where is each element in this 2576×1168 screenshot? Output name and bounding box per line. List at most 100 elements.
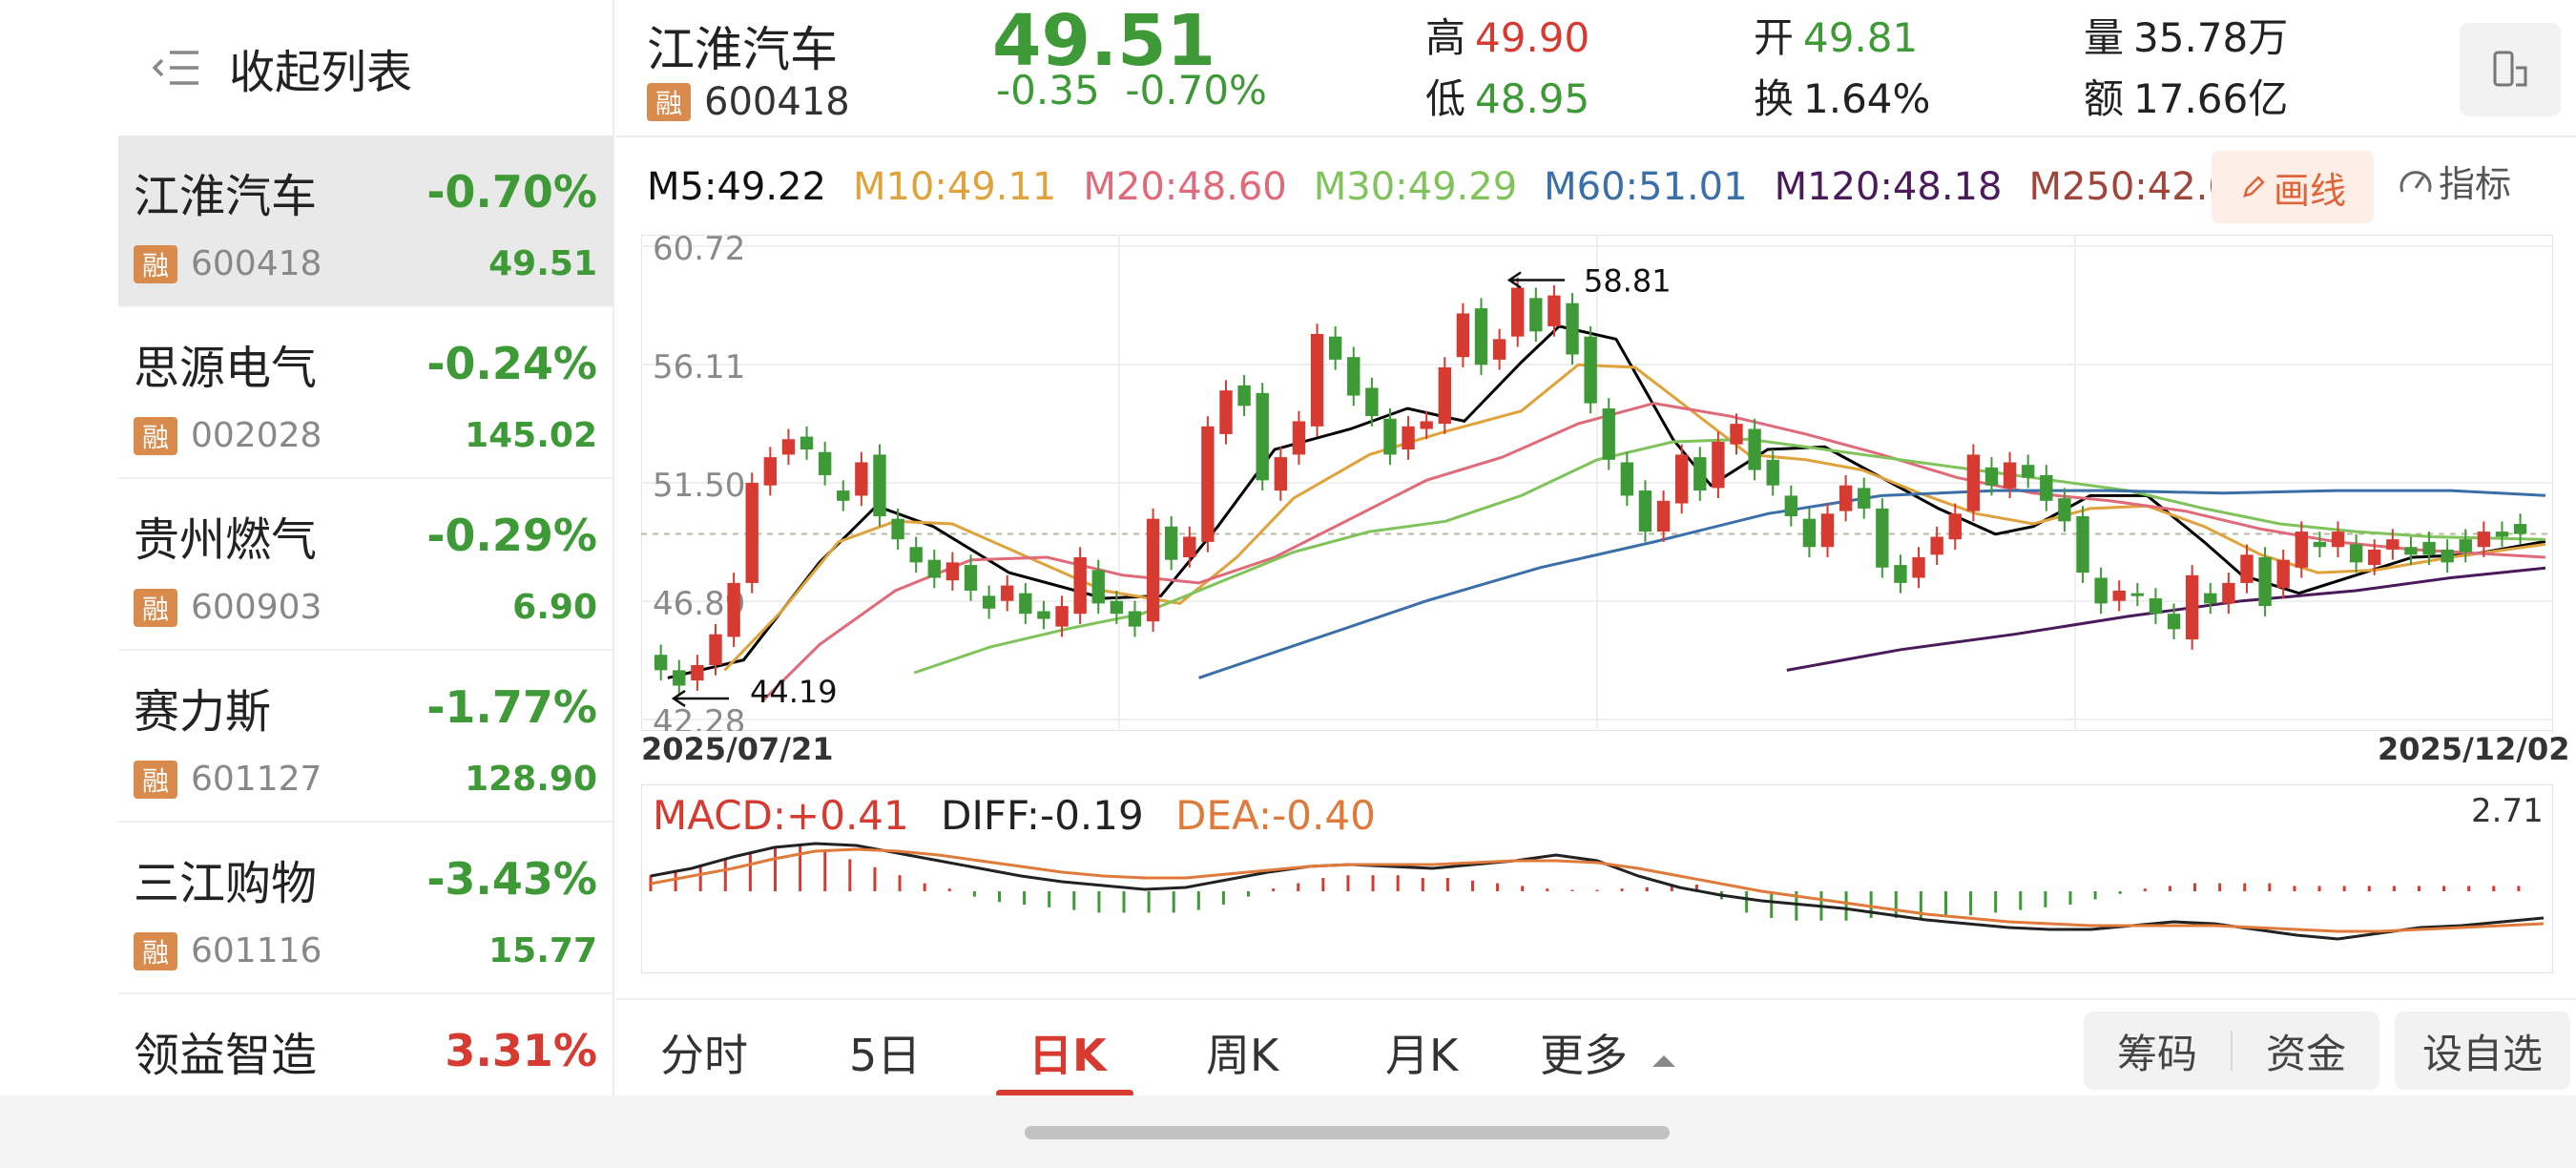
min-price-label: 44.19 [750,674,838,710]
ma20-line [761,402,2546,702]
stock-price: 49.51 [488,244,597,283]
tab-more[interactable]: 更多 [1540,1021,1678,1084]
y-tick-label: 60.72 [653,235,745,268]
sidebar-item-stock[interactable]: 领益智造 3.31% [118,994,613,1095]
ma-legend: M5:49.22 M10:49.11 M20:48.60 M30:49.29 M… [647,158,2283,216]
min-arrow [671,689,729,707]
fund-button[interactable]: 资金 [2265,1030,2346,1077]
ma120-label: M120:48.18 [1774,165,2003,209]
candle-body [2276,559,2290,589]
candle-body [1584,336,1597,404]
stock-name: 贵州燃气 [134,513,318,567]
sidebar-item-stock[interactable]: 思源电气 -0.24% 融 002028 145.02 [118,307,613,479]
ma20-label: M20:48.60 [1083,165,1287,209]
candle-body [1730,424,1743,445]
candle-body [1274,457,1288,491]
chip-fund-toggle: 筹码 资金 [2084,1012,2379,1090]
candle-body [2349,544,2363,563]
candle-body [1984,467,1999,486]
candle-body [673,670,686,686]
candle-body [945,562,960,581]
collapse-list-button[interactable]: 收起列表 [118,0,613,136]
stock-code-row: 融 600418 [647,80,850,124]
candle-body [1310,333,1324,427]
candle-body [1548,295,1561,326]
candle-body [1784,495,1797,516]
tab-5day[interactable]: 5日 [849,1030,922,1081]
candle-body [1966,454,1981,511]
stat-low: 低 48.95 [1425,67,1589,125]
pencil-icon [2243,176,2265,198]
layout-toggle-button[interactable] [2460,23,2561,116]
stat-high-label: 高 [1425,14,1466,61]
sidebar-item-stock[interactable]: 江淮汽车 -0.70% 融 600418 49.51 [118,136,613,307]
margin-badge: 融 [134,244,177,283]
candle-body [1128,611,1142,627]
candle-body [2331,532,2345,548]
candle-body [927,559,941,578]
home-indicator[interactable] [1025,1126,1670,1139]
candle-body [891,518,904,540]
sidebar-item-stock[interactable]: 三江购物 -3.43% 融 601116 15.77 [118,823,613,994]
period-tabs: 分时 5日 日K 周K 月K 更多 筹码 资金 设自选 [616,998,2576,1097]
tab-intraday[interactable]: 分时 [660,1030,748,1081]
stat-turnover-value: 1.64% [1803,75,1931,122]
sidebar-item-stock[interactable]: 贵州燃气 -0.29% 融 600903 6.90 [118,479,613,651]
candle-body [1347,357,1361,396]
candle-body [1091,570,1105,604]
candle-body [1948,513,1962,540]
candle-body [2204,593,2217,604]
chip-button[interactable]: 筹码 [2116,1030,2197,1077]
candle-body [2222,582,2235,604]
candle-body [727,582,740,637]
margin-badge: 融 [647,83,691,121]
margin-badge: 融 [134,931,177,970]
ma5-label: M5:49.22 [647,165,826,209]
candle-body [1055,606,1069,627]
candle-body [2495,532,2509,537]
indicator-button[interactable]: 指标 [2397,155,2511,207]
candle-body [1492,339,1506,360]
candle-body [1820,513,1835,548]
tab-weekly-k[interactable]: 周K [1206,1030,1279,1081]
macd-chart[interactable] [641,784,2553,973]
stock-code: 601116 [191,931,322,970]
stock-name: 思源电气 [134,342,318,395]
stock-code: 600418 [191,244,322,283]
candle-body [2185,574,2199,640]
candle-body [1912,557,1925,578]
stock-code: 600418 [704,80,850,124]
y-tick-label: 56.11 [653,348,745,386]
stat-volume-value: 35.78万 [2133,14,2289,61]
margin-badge: 融 [134,760,177,799]
ma30-line [913,437,2546,675]
candle-body [1164,526,1178,560]
tab-monthly-k[interactable]: 月K [1385,1030,1459,1081]
stock-change-pct: -1.77% [426,681,597,733]
tab-daily-k[interactable]: 日K [1028,1030,1107,1081]
ma120-line [1786,566,2546,672]
draw-line-button[interactable]: 画线 [2212,151,2374,223]
candle-body [2058,498,2071,522]
candle-body [1420,421,1433,429]
sidebar-item-stock[interactable]: 赛力斯 -1.77% 融 601127 128.90 [118,651,613,823]
stock-change-pct: 3.31% [445,1025,597,1076]
divider [2231,1031,2233,1071]
ma10-line [723,363,2546,672]
candle-body [2022,465,2035,478]
quote-header: 江淮汽车 融 600418 49.51 -0.35 -0.70% 高 49.90 … [616,0,2576,137]
candle-body [1365,387,1379,417]
add-favorite-button[interactable]: 设自选 [2395,1012,2570,1090]
y-tick-label: 51.50 [653,467,745,505]
candle-body [745,483,758,583]
candle-body [1602,407,1615,460]
candle-body [1674,454,1689,504]
stat-high: 高 49.90 [1425,6,1589,64]
candle-body [1712,441,1725,489]
stock-price: 145.02 [465,416,597,455]
stock-change-pct: -0.24% [426,338,597,389]
candle-body [2513,524,2527,534]
stock-code: 002028 [191,416,322,455]
candle-body [800,436,814,450]
